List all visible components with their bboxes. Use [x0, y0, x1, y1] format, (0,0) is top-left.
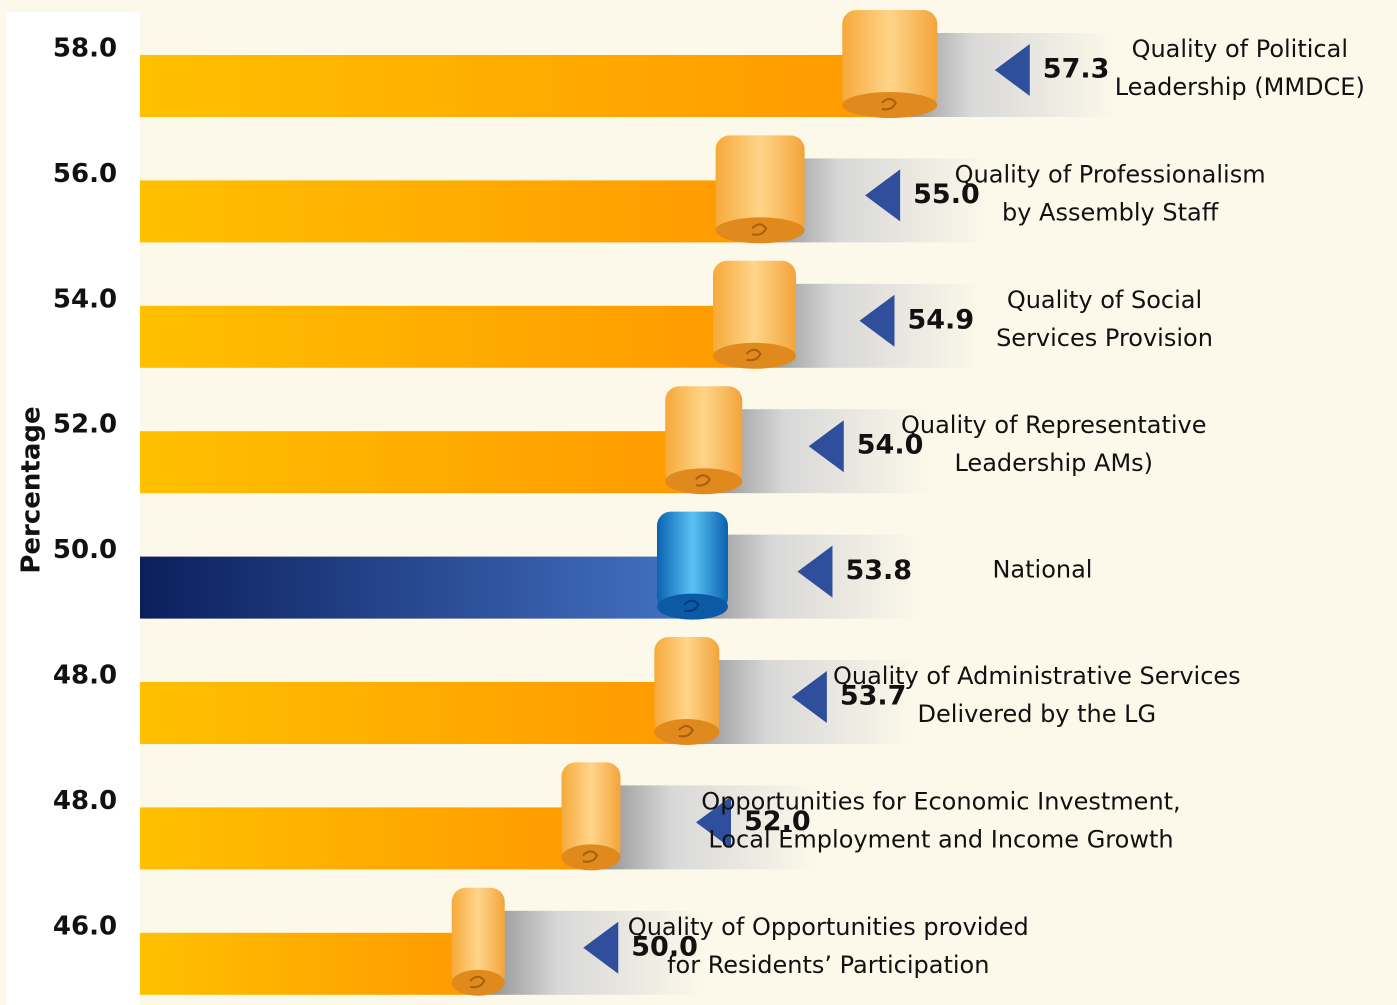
- value-label: 55.0: [913, 179, 980, 210]
- scroll-end: [665, 468, 743, 495]
- category-label: for Residents’ Participation: [667, 951, 989, 979]
- category-label: Leadership AMs): [954, 449, 1153, 477]
- category-label: Leadership (MMDCE): [1115, 73, 1365, 101]
- category-label: Local Employment and Income Growth: [708, 825, 1173, 853]
- pointer: [865, 169, 901, 222]
- pointer: [696, 796, 731, 849]
- scroll-curl: [881, 98, 897, 111]
- axis-panel: [6, 12, 140, 1005]
- category-label: Quality of Representative: [901, 411, 1207, 439]
- scroll-curl: [678, 725, 695, 738]
- value-label: 54.0: [857, 430, 924, 461]
- category-label: by Assembly Staff: [1002, 198, 1219, 226]
- bar: [140, 305, 755, 368]
- pointer: [859, 294, 895, 347]
- row-label: 58.0: [53, 34, 117, 64]
- scroll: [561, 762, 621, 863]
- pointer: [583, 921, 619, 974]
- bar: [140, 682, 687, 744]
- scroll: [715, 135, 805, 236]
- pointer: [808, 420, 844, 473]
- row-label: 52.0: [53, 410, 117, 440]
- category-label: Quality of Opportunities provided: [628, 913, 1029, 941]
- bar: [140, 807, 591, 870]
- row-label: 46.0: [53, 911, 117, 941]
- pointer: [994, 44, 1030, 96]
- bar: [140, 55, 890, 117]
- scroll-end: [451, 969, 505, 996]
- category-label: Quality of Social: [1007, 286, 1202, 314]
- row-label: 50.0: [53, 535, 117, 565]
- value-label: 52.0: [744, 806, 811, 837]
- category-label: Quality of Professionalism: [955, 160, 1266, 188]
- scroll-end: [842, 92, 938, 118]
- scroll-curl: [695, 474, 711, 487]
- category-label: National: [992, 556, 1092, 584]
- value-label: 53.8: [845, 555, 912, 586]
- scroll-end: [712, 342, 796, 369]
- value-label: 50.0: [631, 931, 698, 962]
- scroll-end: [654, 719, 720, 745]
- scroll-end: [561, 844, 621, 871]
- bar: [140, 932, 479, 995]
- scroll-curl: [745, 348, 762, 362]
- scroll-end: [656, 593, 728, 620]
- value-label: 53.7: [840, 681, 907, 712]
- category-label: Opportunities for Economic Investment,: [701, 787, 1180, 815]
- row-label: 48.0: [53, 661, 117, 691]
- y-axis-label: Percentage: [17, 406, 47, 573]
- value-label: 57.3: [1043, 54, 1110, 85]
- scroll: [712, 260, 796, 361]
- category-label: Services Provision: [996, 324, 1213, 352]
- scroll: [665, 386, 743, 487]
- bar: [140, 431, 704, 494]
- scroll-curl: [751, 223, 768, 236]
- category-label: Quality of Political: [1132, 35, 1348, 63]
- scroll: [654, 637, 720, 737]
- category-label: Delivered by the LG: [918, 700, 1157, 728]
- row-label: 56.0: [53, 159, 117, 189]
- bar: [140, 556, 693, 619]
- row-label: 48.0: [53, 786, 117, 816]
- scroll-curl: [683, 599, 700, 612]
- scroll: [842, 10, 938, 110]
- category-label: Quality of Administrative Services: [833, 662, 1241, 690]
- pointer: [791, 671, 827, 723]
- scroll-curl: [469, 975, 486, 989]
- scroll-curl: [582, 850, 599, 863]
- scroll: [656, 511, 728, 612]
- row-label: 54.0: [53, 284, 117, 314]
- bar: [140, 180, 761, 243]
- value-label: 54.9: [907, 304, 974, 335]
- scroll: [451, 887, 505, 988]
- scroll-end: [715, 217, 805, 244]
- pointer: [797, 545, 833, 598]
